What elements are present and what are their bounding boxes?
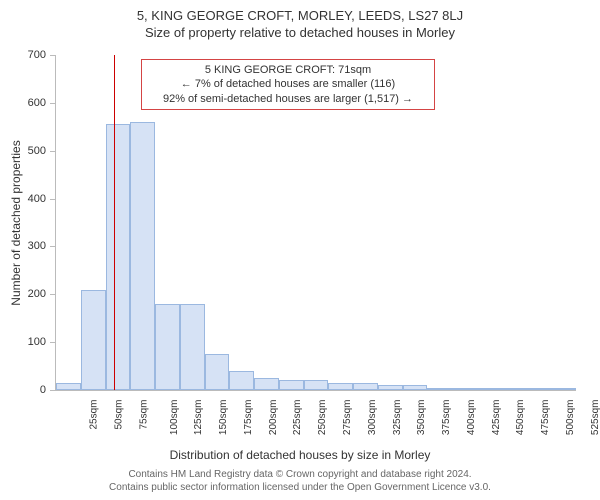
x-tick-label: 400sqm <box>466 400 477 436</box>
x-tick-label: 475sqm <box>540 400 551 436</box>
y-tick-label: 100 <box>28 336 46 348</box>
x-tick-label: 175sqm <box>243 400 254 436</box>
histogram-bar <box>551 388 576 390</box>
histogram-bar <box>205 354 230 390</box>
chart-plot-area: Number of detached properties 5 KING GEO… <box>55 55 576 391</box>
y-tick <box>50 342 55 343</box>
y-tick-label: 700 <box>28 49 46 61</box>
y-tick <box>50 390 55 391</box>
x-tick-label: 150sqm <box>218 400 229 436</box>
x-tick-label: 50sqm <box>114 400 125 430</box>
x-tick-label: 300sqm <box>367 400 378 436</box>
histogram-bar <box>452 388 477 390</box>
x-tick-label: 450sqm <box>515 400 526 436</box>
marker-line <box>114 55 115 390</box>
y-tick <box>50 199 55 200</box>
histogram-bar <box>155 304 180 390</box>
histogram-bar <box>403 385 428 390</box>
x-tick-label: 325sqm <box>392 400 403 436</box>
x-tick-label: 225sqm <box>293 400 304 436</box>
histogram-bar <box>130 122 155 390</box>
histogram-bar <box>180 304 205 390</box>
histogram-bar <box>353 383 378 390</box>
histogram-bar <box>304 380 329 390</box>
y-axis-label: Number of detached properties <box>9 140 23 305</box>
x-axis-label: Distribution of detached houses by size … <box>0 448 600 462</box>
x-tick-label: 200sqm <box>268 400 279 436</box>
x-tick-label: 375sqm <box>441 400 452 436</box>
histogram-bar <box>56 383 81 390</box>
x-tick-label: 425sqm <box>491 400 502 436</box>
histogram-bar <box>477 388 502 390</box>
x-tick-label: 275sqm <box>342 400 353 436</box>
y-tick <box>50 103 55 104</box>
y-tick-label: 500 <box>28 145 46 157</box>
attribution: Contains HM Land Registry data © Crown c… <box>0 468 600 494</box>
y-tick <box>50 151 55 152</box>
histogram-bar <box>254 378 279 390</box>
histogram-bar <box>229 371 254 390</box>
page-subtitle: Size of property relative to detached ho… <box>0 25 600 40</box>
histogram-bar <box>526 388 551 390</box>
histogram-bar <box>502 388 527 390</box>
histogram-bar <box>106 124 131 390</box>
x-tick-label: 100sqm <box>169 400 180 436</box>
histogram-bar <box>378 385 403 390</box>
histogram-bar <box>279 380 304 390</box>
x-tick-label: 75sqm <box>138 400 149 430</box>
x-tick-label: 125sqm <box>194 400 205 436</box>
histogram-bar <box>81 290 106 391</box>
y-tick <box>50 246 55 247</box>
x-tick-label: 250sqm <box>317 400 328 436</box>
page-title: 5, KING GEORGE CROFT, MORLEY, LEEDS, LS2… <box>0 0 600 23</box>
x-tick-label: 500sqm <box>565 400 576 436</box>
histogram-bar <box>328 383 353 390</box>
y-tick-label: 600 <box>28 97 46 109</box>
x-tick-label: 525sqm <box>590 400 600 436</box>
y-tick-label: 400 <box>28 193 46 205</box>
y-tick <box>50 294 55 295</box>
callout-box: 5 KING GEORGE CROFT: 71sqm ← 7% of detac… <box>141 59 435 110</box>
callout-line: ← 7% of detached houses are smaller (116… <box>148 77 428 91</box>
y-tick-label: 0 <box>40 384 46 396</box>
callout-line: 5 KING GEORGE CROFT: 71sqm <box>148 63 428 77</box>
attribution-line: Contains public sector information licen… <box>0 481 600 494</box>
histogram-bar <box>427 388 452 390</box>
y-tick-label: 200 <box>28 288 46 300</box>
callout-line: 92% of semi-detached houses are larger (… <box>148 92 428 106</box>
y-tick-label: 300 <box>28 240 46 252</box>
y-tick <box>50 55 55 56</box>
x-tick-label: 350sqm <box>416 400 427 436</box>
attribution-line: Contains HM Land Registry data © Crown c… <box>0 468 600 481</box>
x-tick-label: 25sqm <box>89 400 100 430</box>
